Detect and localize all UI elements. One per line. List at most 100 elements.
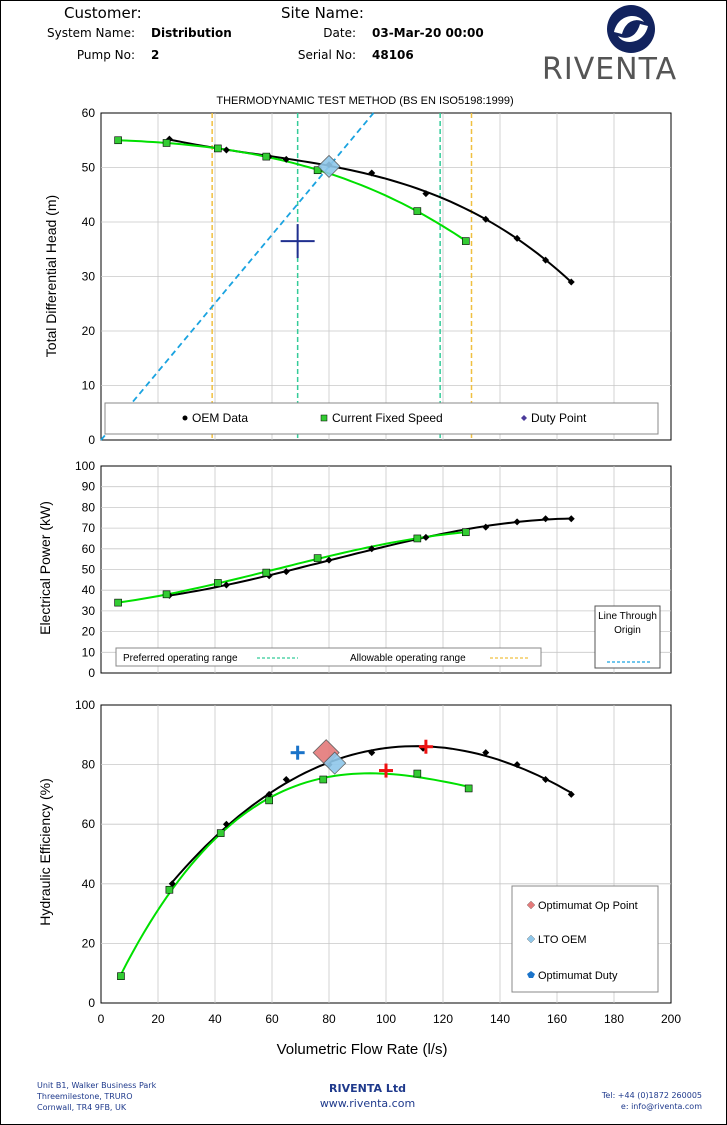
footer-address-line-2: Threemilestone, TRURO	[37, 1092, 133, 1101]
y-tick-label: 40	[82, 877, 96, 891]
footer-contact: Tel: +44 (0)1872 260005 e: info@riventa.…	[560, 1090, 702, 1112]
x-tick-label: 160	[547, 1012, 567, 1026]
duty-point-cross	[280, 224, 315, 259]
oem-point	[567, 790, 575, 798]
date-label: Date:	[323, 26, 356, 40]
y-tick-label: 0	[88, 666, 95, 680]
y-tick-label: 60	[82, 817, 96, 831]
footer-address-line-1: Unit B1, Walker Business Park	[37, 1081, 157, 1090]
oem-point	[265, 790, 273, 798]
legend-duty-label: Duty Point	[531, 411, 587, 425]
power-y-ticks: 0 10 20 30 40 50 60 70 80 90 100	[75, 459, 95, 680]
x-tick-label: 80	[322, 1012, 336, 1026]
legend-current-marker	[320, 414, 328, 422]
y-tick-label: 40	[82, 583, 96, 597]
power-range-legend: Preferred operating range Allowable oper…	[115, 647, 542, 667]
legend-lto-oem-label: LTO OEM	[538, 934, 587, 946]
current-speed-point	[461, 237, 470, 245]
y-tick-label: 10	[82, 645, 96, 659]
legend-optimumat-duty-label: Optimumat Duty	[538, 970, 618, 982]
oem-point	[542, 776, 550, 783]
x-axis-label: Volumetric Flow Rate (l/s)	[277, 1041, 448, 1058]
oem-point	[542, 256, 550, 264]
oem-point	[368, 169, 376, 177]
y-tick-label: 40	[82, 215, 96, 229]
y-tick-label: 50	[82, 161, 96, 175]
current-speed-point	[413, 534, 422, 543]
footer-email[interactable]: e: info@riventa.com	[620, 1102, 702, 1111]
optimumat-duty-cross	[290, 745, 305, 760]
y-tick-label: 20	[82, 936, 96, 950]
x-tick-label: 0	[98, 1012, 105, 1026]
oem-point	[482, 749, 490, 757]
current-speed-point	[114, 136, 122, 145]
y-tick-label: 0	[88, 996, 95, 1010]
legend-oem-marker	[182, 415, 188, 421]
oem-point	[482, 523, 490, 531]
y-tick-label: 10	[82, 379, 96, 393]
oem-point	[513, 234, 521, 242]
footer-website[interactable]: www.riventa.com	[319, 1097, 416, 1110]
oem-point	[168, 880, 176, 888]
oem-point	[482, 215, 490, 223]
current-speed-curve	[120, 772, 469, 975]
footer-telephone: Tel: +44 (0)1872 260005	[601, 1091, 702, 1100]
current-speed-point	[165, 885, 174, 894]
serial-no-label: Serial No:	[297, 48, 356, 62]
efficiency-legend: Optimumat Op Point LTO OEM Optimumat Dut…	[511, 885, 659, 993]
riventa-logo-text: RIVENTA	[542, 52, 678, 87]
legend-optimumat-duty-marker	[527, 971, 535, 978]
origin-line-legend: Line Through Origin	[594, 605, 661, 669]
current-speed-point	[464, 784, 473, 793]
power-chart: 0 10 20 30 40 50 60 70 80 90 100 Electrical Power …	[37, 459, 672, 680]
y-tick-label: 20	[82, 324, 96, 338]
current-speed-point	[214, 579, 222, 587]
y-tick-label: 90	[82, 480, 96, 494]
y-tick-label: 100	[75, 459, 95, 473]
current-speed-point	[265, 796, 273, 805]
current-speed-point	[162, 590, 171, 599]
current-speed-curve	[118, 139, 467, 242]
chart-title: THERMODYNAMIC TEST METHOD (BS EN ISO5198…	[216, 95, 513, 107]
efficiency-chart: 0 20 40 60 80 100 0 20 40 60 80 100 120 140 160 180 200…	[37, 698, 682, 1058]
efficiency-grid	[100, 704, 672, 1004]
legend-optimumat-op-label: Optimumat Op Point	[538, 900, 638, 912]
system-name-label: System Name:	[46, 26, 135, 40]
power-grid	[100, 465, 672, 674]
legend-origin-label: Line Through Origin	[598, 611, 657, 636]
legend-preferred-label: Preferred operating range	[123, 653, 238, 664]
current-speed-curve	[117, 531, 466, 604]
footer-address-line-3: Cornwall, TR4 9FB, UK	[37, 1103, 127, 1112]
head-y-ticks: 0 10 20 30 40 50 60	[82, 106, 96, 447]
y-tick-label: 70	[82, 521, 96, 535]
current-speed-point	[413, 207, 422, 215]
y-tick-label: 60	[82, 106, 96, 120]
current-speed-point	[162, 139, 171, 147]
power-series	[114, 515, 575, 607]
current-speed-point	[117, 972, 125, 980]
lto-oem-point	[323, 751, 347, 775]
oem-point	[282, 776, 290, 783]
x-tick-label: 140	[490, 1012, 510, 1026]
y-tick-label: 30	[82, 270, 96, 284]
oem-point	[222, 146, 230, 154]
oem-point	[513, 518, 521, 526]
legend-oem-label: OEM Data	[192, 411, 248, 425]
footer-company: RIVENTA Ltd	[329, 1082, 406, 1095]
efficiency-x-ticks: 0 20 40 60 80 100 120 140 160 180 200	[98, 1012, 682, 1026]
current-speed-point	[461, 528, 470, 537]
lto-point	[317, 154, 341, 178]
y-tick-label: 80	[82, 758, 96, 772]
current-speed-point	[262, 568, 271, 577]
oem-point	[325, 556, 333, 564]
serial-no-value: 48106	[372, 48, 414, 62]
y-tick-label: 60	[82, 542, 96, 556]
oem-point	[422, 190, 430, 198]
pump-no-value: 2	[151, 48, 160, 62]
pump-no-label: Pump No:	[76, 48, 135, 62]
y-tick-label: 50	[82, 563, 96, 577]
current-speed-point	[216, 829, 225, 837]
current-speed-point	[214, 144, 222, 153]
legend-optimumat-op-marker	[526, 900, 536, 910]
head-series	[114, 135, 575, 286]
